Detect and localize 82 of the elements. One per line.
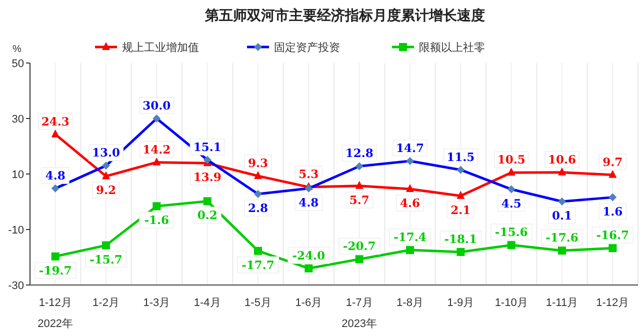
- point: [406, 246, 414, 254]
- point: [608, 244, 617, 252]
- data-label: 0.1: [552, 208, 572, 222]
- point: [507, 168, 516, 176]
- data-label: -17.6: [546, 230, 578, 245]
- data-label: 12.8: [345, 146, 374, 160]
- data-label: 4.8: [298, 195, 319, 210]
- point: [406, 184, 414, 192]
- data-label: 4.6: [400, 196, 420, 210]
- point: [456, 190, 465, 199]
- data-label: 11.5: [446, 150, 475, 164]
- legend-label: 固定资产投资: [274, 41, 340, 54]
- point: [51, 129, 60, 138]
- point: [51, 252, 60, 260]
- data-label: 9.7: [602, 154, 623, 169]
- y-tick-label: 50: [12, 58, 24, 70]
- legend-label: 限额以上社零: [419, 41, 485, 54]
- point: [558, 246, 566, 255]
- legend-label: 规上工业增加值: [122, 41, 199, 54]
- data-label: 14.2: [142, 142, 171, 156]
- point: [507, 241, 516, 250]
- data-label: 13.9: [193, 170, 222, 184]
- point: [608, 170, 617, 178]
- point: [152, 157, 161, 166]
- data-label: 15.1: [193, 140, 222, 154]
- data-label: 10.5: [497, 152, 526, 167]
- point: [304, 264, 313, 272]
- point: [558, 167, 566, 176]
- chart-title: 第五师双河市主要经济指标月度累计增长速度: [204, 7, 485, 24]
- point: [102, 171, 110, 180]
- data-label: -19.7: [38, 263, 72, 278]
- data-label: -18.1: [444, 232, 478, 246]
- y-tick-label: 10: [12, 169, 24, 181]
- data-label: -1.6: [144, 213, 170, 228]
- data-label: 2.8: [248, 200, 268, 215]
- x-tick-label: 1-11月: [546, 297, 578, 309]
- point: [152, 202, 161, 210]
- y-tick-label: 30: [12, 114, 24, 126]
- data-label: 9.2: [96, 183, 116, 198]
- data-label: -16.7: [596, 228, 630, 242]
- data-label: -17.7: [242, 258, 274, 272]
- point: [355, 255, 364, 264]
- data-label: 0.2: [197, 208, 218, 222]
- point: [254, 170, 262, 179]
- data-label: -15.6: [494, 225, 528, 240]
- data-label: 5.3: [298, 167, 319, 182]
- x-tick-label: 1-7月: [346, 297, 373, 309]
- x-tick-label: 1-2月: [92, 297, 120, 309]
- y-tick-label: -10: [8, 224, 24, 236]
- data-label: 30.0: [142, 98, 171, 112]
- data-label: 10.6: [548, 152, 576, 166]
- x-tick-label: 1-5月: [244, 297, 272, 309]
- x-tick-label: 1-10月: [494, 297, 528, 309]
- x-tick-label: 1-4月: [194, 297, 221, 309]
- data-label: -24.0: [292, 248, 326, 262]
- data-label: 9.3: [248, 156, 268, 170]
- x-tick-label: 1-12月: [38, 297, 72, 309]
- x-tick-label: 1-12月: [596, 297, 630, 309]
- point: [203, 197, 212, 206]
- x-tick-label: 1-9月: [447, 297, 474, 309]
- point: [102, 241, 110, 250]
- point: [456, 248, 465, 256]
- y-tick-label: -30: [8, 280, 24, 292]
- data-label: 13.0: [92, 146, 120, 160]
- text: 2023年: [342, 318, 378, 330]
- data-label: -20.7: [342, 239, 376, 254]
- data-label: -15.7: [90, 252, 122, 266]
- x-tick-label: 1-8月: [396, 297, 424, 309]
- text: 2022年: [38, 318, 74, 330]
- x-tick-label: 1-6月: [295, 297, 322, 309]
- data-label: 24.3: [41, 114, 70, 128]
- y-axis-title: %: [12, 44, 22, 55]
- data-label: 14.7: [396, 140, 424, 155]
- data-label: 1.6: [602, 204, 623, 218]
- data-label: -17.4: [394, 230, 426, 244]
- point: [355, 180, 364, 189]
- x-tick-label: 1-3月: [143, 297, 170, 309]
- data-label: 4.5: [501, 196, 522, 210]
- data-label: 5.7: [349, 192, 370, 207]
- data-label: 4.8: [45, 168, 66, 182]
- point: [254, 246, 262, 255]
- data-label: 2.1: [450, 202, 471, 217]
